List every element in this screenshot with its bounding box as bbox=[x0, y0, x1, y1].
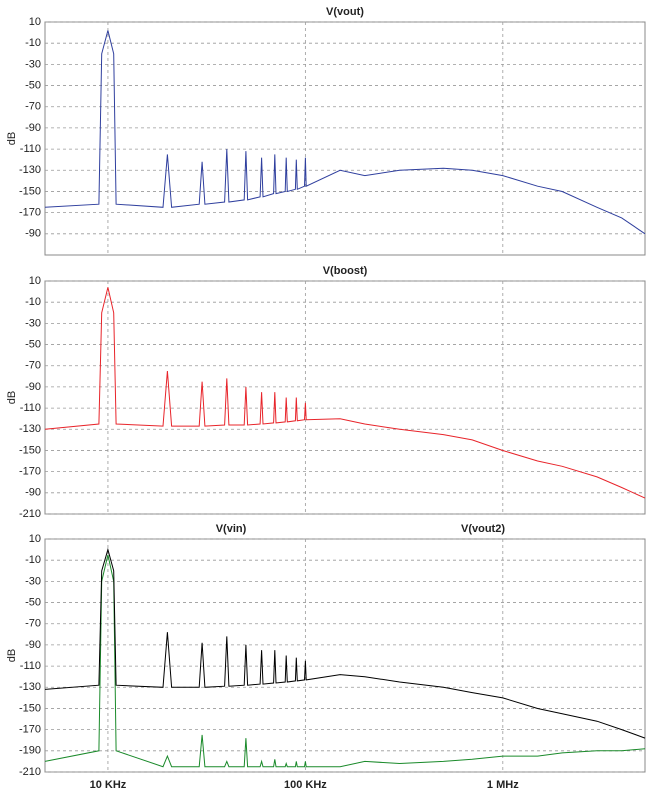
y-tick-label: -170 bbox=[19, 724, 41, 736]
y-tick-label: -110 bbox=[20, 402, 41, 414]
y-tick-label: -110 bbox=[20, 660, 41, 672]
y-tick-label: -90 bbox=[25, 487, 41, 499]
y-tick-label: -50 bbox=[25, 596, 41, 608]
x-tick-label: 10 KHz bbox=[90, 779, 127, 791]
y-tick-label: -30 bbox=[25, 575, 41, 587]
y-tick-label: -210 bbox=[19, 508, 41, 520]
y-axis-label: dB bbox=[6, 391, 18, 404]
plot-area bbox=[44, 21, 646, 256]
y-tick-label: -150 bbox=[19, 444, 41, 456]
series-line bbox=[44, 547, 646, 739]
legend-label: V(vout) bbox=[326, 6, 364, 18]
y-tick-label: 10 bbox=[29, 16, 41, 28]
y-axis-label: dB bbox=[6, 649, 18, 662]
series-line bbox=[44, 287, 646, 499]
y-axis-label: dB bbox=[6, 132, 18, 145]
y-tick-label: -170 bbox=[19, 466, 41, 478]
legend-label: V(vin) bbox=[216, 523, 247, 535]
legend-label: V(boost) bbox=[323, 265, 368, 277]
y-tick-label: -90 bbox=[25, 639, 41, 651]
series-line bbox=[44, 554, 646, 768]
legend-label: V(vout2) bbox=[461, 523, 505, 535]
y-tick-label: -190 bbox=[19, 745, 41, 757]
y-tick-label: -170 bbox=[19, 207, 41, 219]
y-tick-label: -90 bbox=[25, 228, 41, 240]
series-line bbox=[44, 30, 646, 235]
y-tick-label: -70 bbox=[25, 618, 41, 630]
y-tick-label: -10 bbox=[25, 37, 41, 49]
plot-area bbox=[44, 538, 646, 773]
y-tick-label: -30 bbox=[25, 58, 41, 70]
y-tick-label: -90 bbox=[25, 381, 41, 393]
y-tick-label: -50 bbox=[25, 79, 41, 91]
x-tick-label: 100 KHz bbox=[284, 779, 327, 791]
y-tick-label: -150 bbox=[19, 702, 41, 714]
y-tick-label: -110 bbox=[20, 143, 41, 155]
y-tick-label: -50 bbox=[25, 338, 41, 350]
y-tick-label: -130 bbox=[19, 164, 41, 176]
y-tick-label: -210 bbox=[19, 766, 41, 778]
y-tick-label: -130 bbox=[19, 681, 41, 693]
y-tick-label: -90 bbox=[25, 122, 41, 134]
y-tick-label: -130 bbox=[19, 423, 41, 435]
y-tick-label: -70 bbox=[25, 101, 41, 113]
x-tick-label: 1 MHz bbox=[487, 779, 519, 791]
plot-area bbox=[44, 280, 646, 515]
y-tick-label: -10 bbox=[25, 554, 41, 566]
y-tick-label: -10 bbox=[25, 296, 41, 308]
y-tick-label: 10 bbox=[29, 275, 41, 287]
y-tick-label: -150 bbox=[19, 185, 41, 197]
y-tick-label: -30 bbox=[25, 317, 41, 329]
y-tick-label: 10 bbox=[29, 533, 41, 545]
y-tick-label: -70 bbox=[25, 360, 41, 372]
